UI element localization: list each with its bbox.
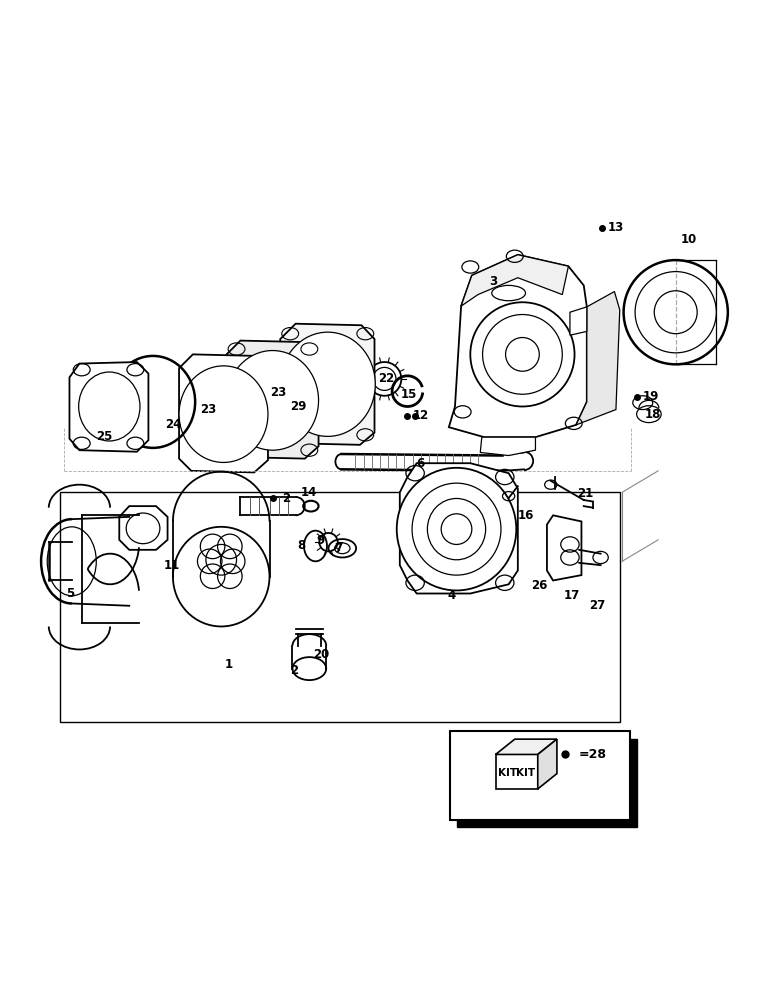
Ellipse shape (397, 468, 516, 590)
Text: 23: 23 (270, 386, 287, 399)
Text: 2: 2 (290, 664, 298, 677)
Ellipse shape (482, 315, 562, 394)
Polygon shape (576, 292, 620, 425)
Polygon shape (496, 739, 557, 754)
Polygon shape (570, 307, 587, 335)
Text: 16: 16 (517, 509, 533, 522)
Polygon shape (280, 324, 374, 445)
Text: 25: 25 (96, 430, 113, 443)
Text: 3: 3 (489, 275, 497, 288)
Text: 19: 19 (642, 390, 659, 403)
Text: KIT: KIT (498, 768, 517, 778)
Polygon shape (538, 739, 557, 789)
Text: 1: 1 (225, 658, 233, 671)
Text: 24: 24 (164, 418, 181, 431)
Text: 11: 11 (163, 559, 180, 572)
Text: =28: =28 (578, 748, 606, 761)
FancyBboxPatch shape (449, 731, 630, 820)
Polygon shape (480, 437, 536, 456)
Ellipse shape (280, 332, 375, 436)
Text: 15: 15 (401, 388, 417, 401)
Text: 8: 8 (297, 539, 306, 552)
Ellipse shape (470, 302, 574, 406)
Text: 18: 18 (645, 408, 661, 421)
Text: 12: 12 (412, 409, 428, 422)
Text: 6: 6 (416, 457, 425, 470)
Ellipse shape (179, 366, 268, 462)
Polygon shape (461, 255, 568, 306)
Polygon shape (400, 463, 518, 594)
Text: 27: 27 (588, 599, 605, 612)
Text: 14: 14 (301, 486, 317, 499)
Text: 4: 4 (447, 589, 455, 602)
Polygon shape (69, 362, 148, 452)
Ellipse shape (226, 351, 319, 450)
Text: 10: 10 (681, 233, 697, 246)
Text: 23: 23 (200, 403, 216, 416)
Text: 21: 21 (577, 487, 594, 500)
Text: 22: 22 (378, 372, 394, 385)
Text: 7: 7 (334, 542, 343, 555)
Text: 5: 5 (66, 587, 74, 600)
Polygon shape (496, 754, 538, 789)
Text: 29: 29 (290, 400, 306, 413)
Text: 9: 9 (317, 534, 325, 547)
Text: 26: 26 (531, 579, 547, 592)
Ellipse shape (412, 483, 501, 575)
Polygon shape (547, 515, 581, 580)
Polygon shape (120, 506, 168, 550)
Polygon shape (226, 341, 319, 459)
Text: 17: 17 (564, 589, 580, 602)
Text: 13: 13 (608, 221, 624, 234)
Polygon shape (449, 255, 587, 437)
Text: 20: 20 (313, 648, 329, 661)
FancyBboxPatch shape (457, 739, 638, 827)
Text: KIT: KIT (516, 768, 536, 778)
Polygon shape (179, 354, 268, 472)
Text: 2: 2 (283, 492, 290, 505)
